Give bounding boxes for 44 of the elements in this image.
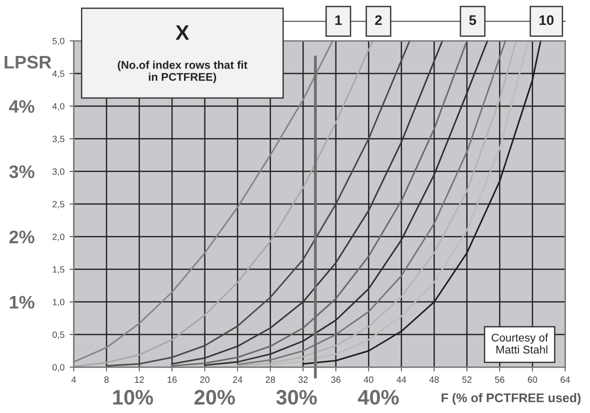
y-tick-label: 3,5 — [52, 136, 64, 144]
y-tick-label: 1,5 — [52, 266, 64, 274]
y-tick-label: 1,0 — [52, 298, 64, 306]
chart-title: X — [176, 25, 190, 40]
y-tick-label: 5,0 — [52, 38, 64, 46]
x-tick-label: 32 — [298, 376, 308, 383]
series-label: 5 — [469, 15, 476, 26]
x-axis-title: F (% of PCTFREE used) — [442, 393, 581, 405]
y2-tick-label: 4% — [9, 100, 34, 113]
series-label: 1 — [335, 15, 342, 25]
x2-tick-label: 10% — [113, 390, 154, 405]
text: (No.of index rows that fit in PCTFREE) — [118, 60, 248, 84]
x2-tick-label: 20% — [194, 390, 235, 405]
x-tick-label: 36 — [331, 376, 340, 383]
y2-tick-label: 2% — [9, 230, 34, 244]
y-tick-label: 2,5 — [52, 200, 64, 208]
x-tick-label: 40 — [364, 376, 374, 383]
x-tick-label: 4 — [71, 376, 76, 383]
x-tick-label: 12 — [134, 376, 144, 383]
x2-tick-label: 40% — [358, 390, 399, 405]
x-tick-label: 60 — [528, 376, 538, 383]
y-tick-label: 4,5 — [52, 70, 64, 78]
y-tick-label: 0,0 — [52, 364, 64, 372]
y2-tick-label: 1% — [10, 296, 34, 309]
y2-tick-label: 3% — [9, 165, 34, 178]
annotation: Courtesy of Matti Stahl — [492, 333, 548, 354]
y-tick-label: 0,5 — [52, 331, 64, 339]
x-tick-label: 52 — [462, 376, 472, 383]
y2-axis-title: LPSR — [4, 56, 52, 69]
series-label: 2 — [375, 15, 382, 25]
y-tick-label: 3,0 — [52, 168, 64, 176]
x-tick-label: 8 — [104, 376, 109, 383]
series-label: 10 — [540, 15, 554, 26]
x-tick-label: 44 — [396, 376, 406, 383]
x-tick-label: 28 — [266, 376, 275, 383]
x2-tick-label: 30% — [276, 390, 317, 405]
x-tick-label: 24 — [233, 376, 242, 383]
x-tick-label: 16 — [168, 376, 177, 383]
x-tick-label: 20 — [200, 376, 210, 383]
x-tick-label: 56 — [495, 376, 504, 383]
y-tick-label: 4,0 — [52, 103, 64, 111]
x-tick-label: 64 — [560, 376, 570, 383]
x-tick-label: 48 — [429, 376, 439, 383]
y-tick-label: 2,0 — [52, 234, 64, 242]
